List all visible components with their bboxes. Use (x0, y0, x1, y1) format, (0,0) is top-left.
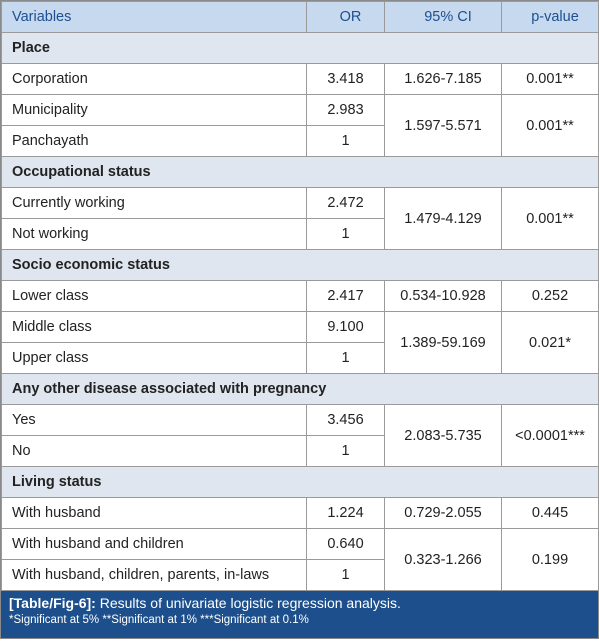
section-row: Place (1, 32, 599, 64)
ci-cell: 1.389-59.169 (384, 311, 502, 374)
variable-cell: With husband and children (1, 528, 307, 560)
header-row: Variables OR 95% CI p-value (1, 1, 599, 33)
variable-cell: Middle class (1, 311, 307, 343)
header-cell: p-value (501, 1, 599, 33)
ci-cell: 1.626-7.185 (384, 63, 502, 95)
p-cell: 0.199 (501, 528, 599, 591)
section-title: Living status (1, 466, 599, 498)
variable-cell: With husband (1, 497, 307, 529)
section-title: Socio economic status (1, 249, 599, 281)
header-cell: Variables (1, 1, 307, 33)
variable-cell: Currently working (1, 187, 307, 219)
p-cell: 0.001** (501, 187, 599, 250)
section-title: Occupational status (1, 156, 599, 188)
p-cell: 0.001** (501, 94, 599, 157)
header-cell: 95% CI (384, 1, 502, 33)
caption: [Table/Fig-6]: Results of univariate log… (1, 591, 598, 638)
variable-cell: Not working (1, 218, 307, 250)
caption-text: Results of univariate logistic regressio… (99, 595, 401, 611)
data-row: With husband, children, parents, in-laws… (1, 559, 599, 591)
or-cell: 3.456 (306, 404, 385, 436)
data-row: Upper class 1 (1, 342, 599, 374)
or-cell: 0.640 (306, 528, 385, 560)
p-cell: 0.001** (501, 63, 599, 95)
variable-cell: No (1, 435, 307, 467)
data-row: With husband 1.224 0.729-2.055 0.445 (1, 497, 599, 529)
p-cell: <0.0001*** (501, 404, 599, 467)
or-cell: 1.224 (306, 497, 385, 529)
or-cell: 1 (306, 125, 385, 157)
p-cell: 0.252 (501, 280, 599, 312)
ci-cell: 1.479-4.129 (384, 187, 502, 250)
or-cell: 9.100 (306, 311, 385, 343)
ci-cell: 0.534-10.928 (384, 280, 502, 312)
variable-cell: Lower class (1, 280, 307, 312)
or-cell: 2.417 (306, 280, 385, 312)
section-row: Any other disease associated with pregna… (1, 373, 599, 405)
data-row: Currently working 2.472 1.479-4.129 0.001** (1, 187, 599, 250)
caption-label: [Table/Fig-6]: (9, 595, 96, 611)
caption-note: *Significant at 5% **Significant at 1% *… (9, 614, 309, 626)
data-row: Lower class 2.417 0.534-10.928 0.252 (1, 280, 599, 312)
ci-cell: 0.323-1.266 (384, 528, 502, 591)
or-cell: 2.983 (306, 94, 385, 126)
or-cell: 1 (306, 218, 385, 250)
or-cell: 1 (306, 559, 385, 591)
or-cell: 1 (306, 342, 385, 374)
variable-cell: Municipality (1, 94, 307, 126)
header-cell: OR (306, 1, 385, 33)
section-title: Any other disease associated with pregna… (1, 373, 599, 405)
data-row: Municipality 2.983 1.597-5.571 0.001** (1, 94, 599, 157)
data-row: Corporation 3.418 1.626-7.185 0.001** (1, 63, 599, 95)
p-cell: 0.021* (501, 311, 599, 374)
data-row: Yes 3.456 2.083-5.735 <0.0001*** (1, 404, 599, 467)
ci-cell: 0.729-2.055 (384, 497, 502, 529)
ci-cell: 2.083-5.735 (384, 404, 502, 467)
variable-cell: Upper class (1, 342, 307, 374)
variable-cell: Yes (1, 404, 307, 436)
or-cell: 2.472 (306, 187, 385, 219)
data-row: Panchayath 1 (1, 125, 599, 157)
section-row: Occupational status (1, 156, 599, 188)
p-cell: 0.445 (501, 497, 599, 529)
section-title: Place (1, 32, 599, 64)
section-row: Socio economic status (1, 249, 599, 281)
ci-cell: 1.597-5.571 (384, 94, 502, 157)
variable-cell: With husband, children, parents, in-laws (1, 559, 307, 591)
table: Variables OR 95% CI p-value Place Corpora… (1, 1, 599, 591)
variable-cell: Corporation (1, 63, 307, 95)
or-cell: 1 (306, 435, 385, 467)
data-row: With husband and children 0.640 0.323-1.26… (1, 528, 599, 591)
section-row: Living status (1, 466, 599, 498)
or-cell: 3.418 (306, 63, 385, 95)
data-row: Middle class 9.100 1.389-59.169 0.021* (1, 311, 599, 374)
variable-cell: Panchayath (1, 125, 307, 157)
